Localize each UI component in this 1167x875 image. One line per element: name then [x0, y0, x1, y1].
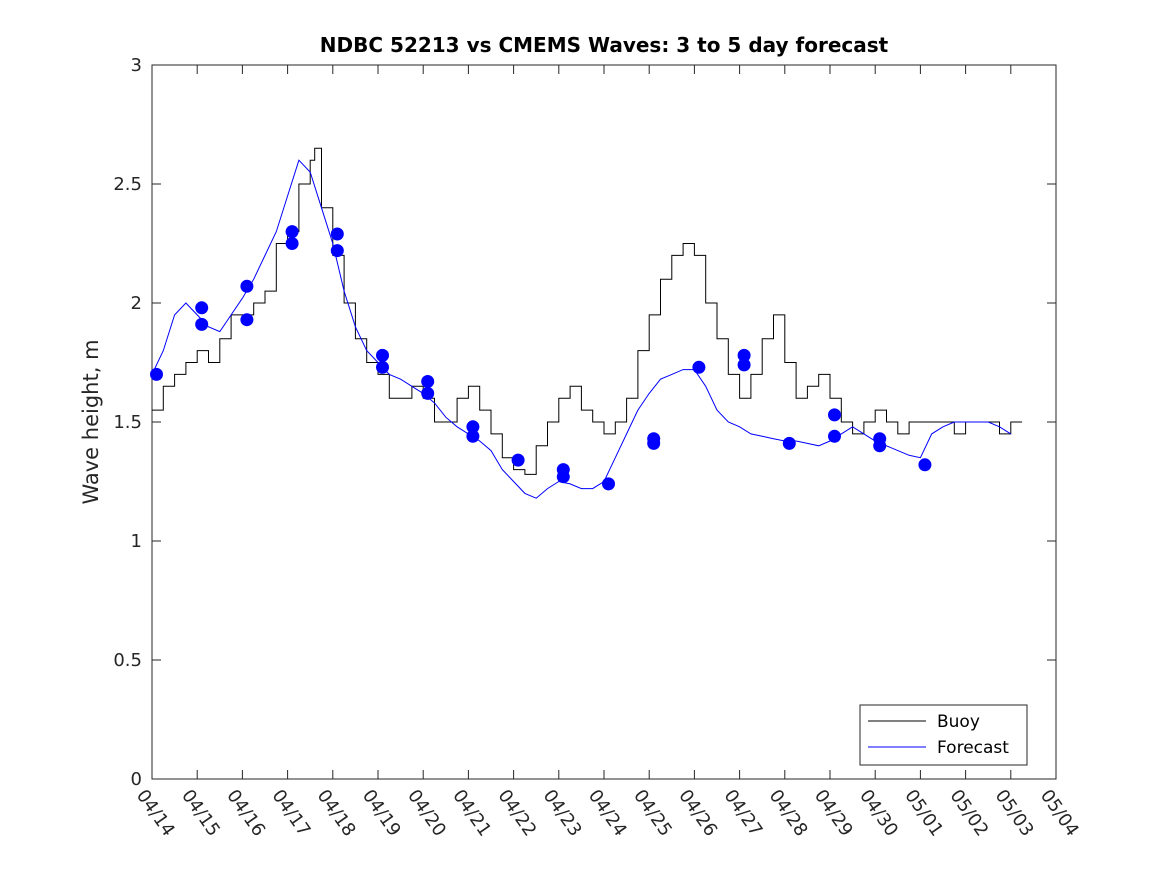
series-forecast — [151, 159, 1012, 499]
forecast-marker — [828, 429, 841, 443]
forecast-marker — [466, 429, 480, 443]
forecast-marker — [556, 470, 570, 484]
series-layer — [151, 147, 1023, 499]
y-tick-label: 2.5 — [113, 174, 142, 195]
forecast-marker — [828, 408, 841, 422]
y-tick-label: 2 — [131, 293, 142, 314]
forecast-marker — [330, 227, 344, 241]
forecast-marker — [602, 477, 615, 491]
forecast-marker — [466, 420, 480, 434]
forecast-marker — [285, 225, 299, 239]
forecast-marker — [918, 458, 932, 472]
forecast-marker — [511, 453, 525, 467]
y-tick-label: 0 — [131, 769, 142, 790]
legend: Buoy Forecast — [859, 704, 1028, 766]
forecast-marker — [195, 317, 209, 331]
forecast-marker — [240, 279, 254, 293]
forecast-marker — [285, 237, 299, 250]
forecast-marker — [692, 360, 706, 374]
forecast-marker — [873, 439, 887, 453]
y-tick-label: 1.5 — [113, 412, 142, 433]
forecast-marker — [782, 436, 796, 450]
forecast-marker — [240, 313, 254, 327]
forecast-marker — [737, 348, 751, 362]
series-buoy — [152, 147, 1023, 475]
legend-box — [859, 704, 1028, 766]
y-tick-label: 3 — [131, 55, 142, 76]
forecast-marker — [150, 367, 163, 381]
forecast-marker — [421, 375, 435, 388]
forecast-marker — [330, 244, 344, 258]
y-tick-label: 1 — [131, 531, 142, 552]
legend-label-buoy: Buoy — [937, 712, 980, 732]
forecast-markers — [150, 225, 932, 491]
forecast-marker — [195, 301, 209, 315]
forecast-marker — [376, 360, 389, 374]
forecast-marker — [376, 348, 389, 362]
y-axis-label: Wave height, m — [79, 339, 103, 504]
forecast-marker — [737, 358, 751, 372]
forecast-marker — [647, 436, 661, 450]
chart-title: NDBC 52213 vs CMEMS Waves: 3 to 5 day fo… — [320, 33, 889, 57]
legend-label-forecast: Forecast — [937, 738, 1009, 758]
forecast-marker — [421, 386, 435, 400]
y-tick-label: 0.5 — [113, 650, 142, 671]
